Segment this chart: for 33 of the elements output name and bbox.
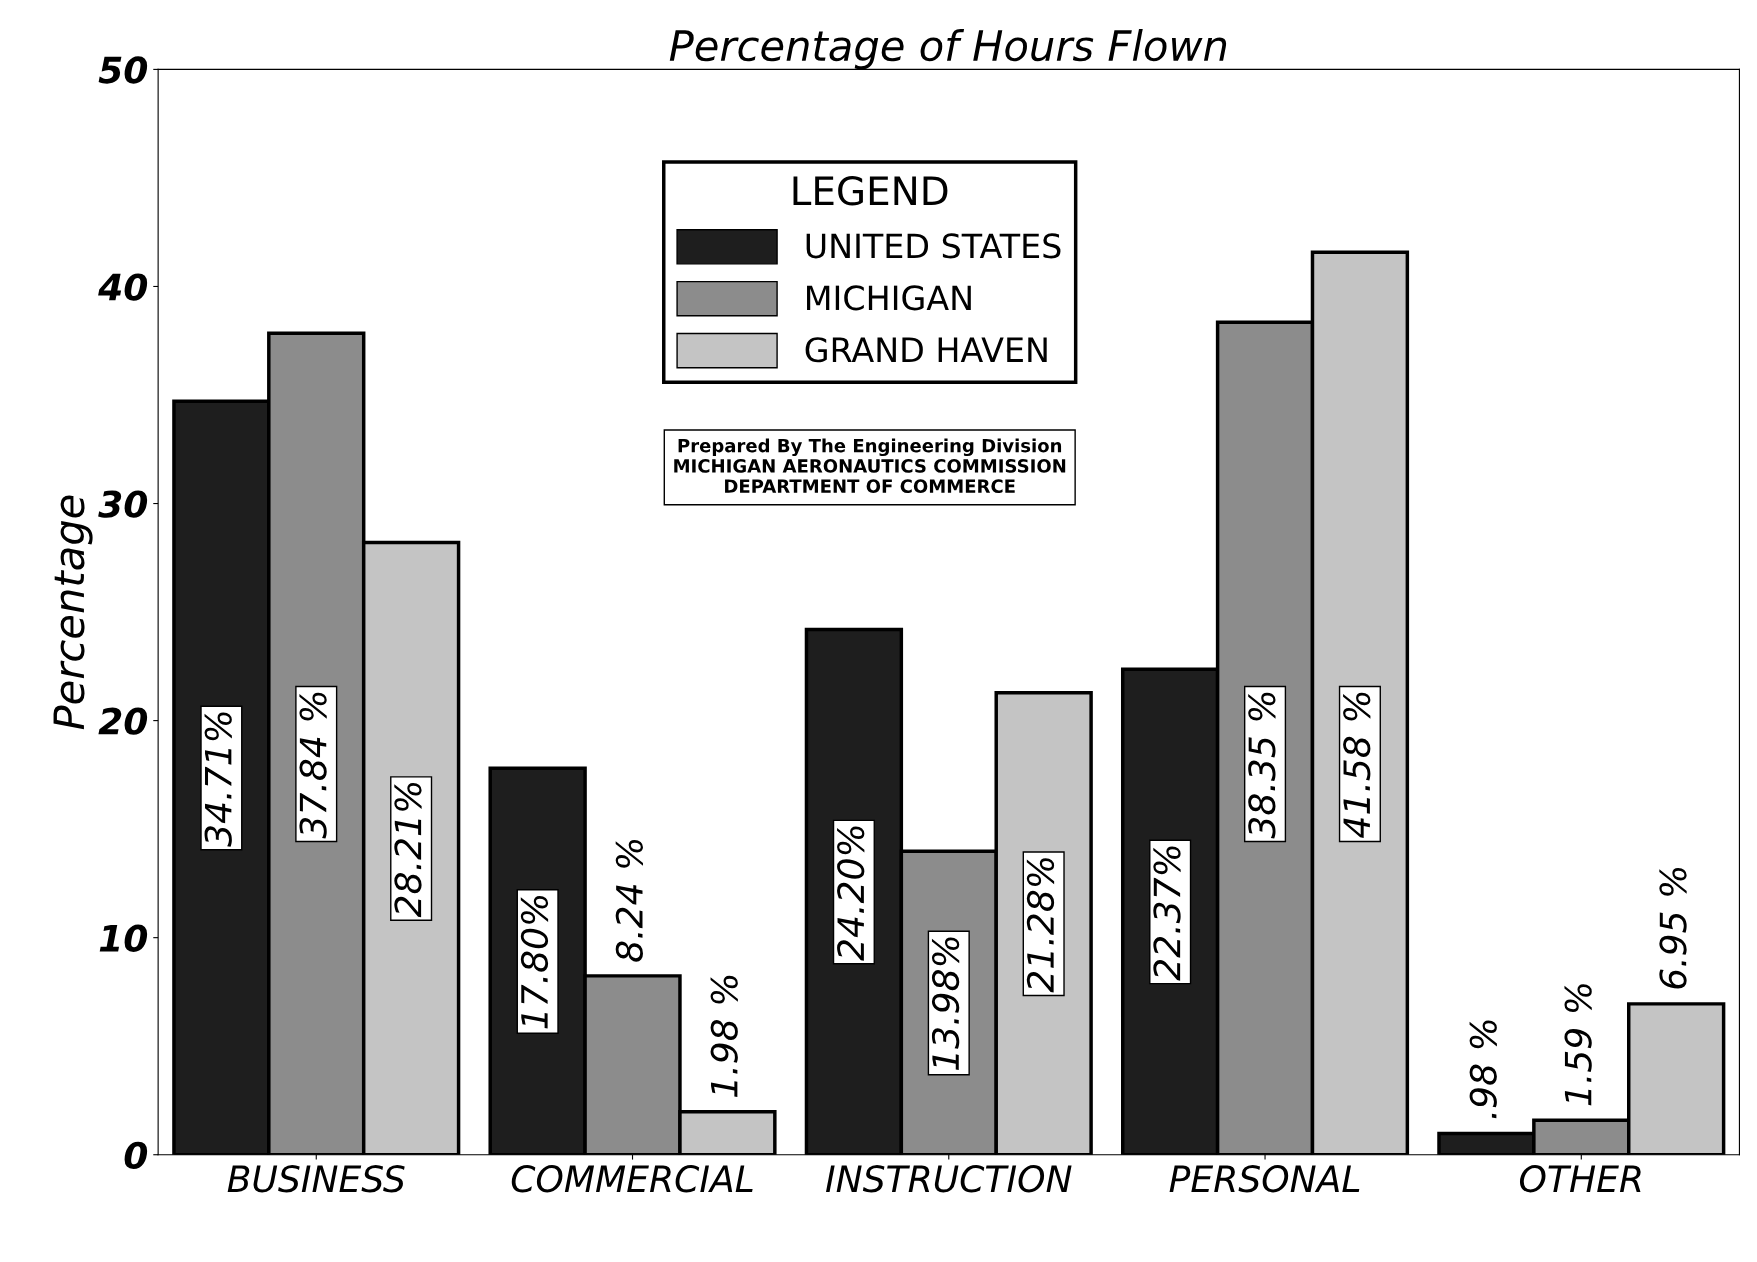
y-axis-title: Percentage — [53, 495, 93, 730]
chart-title: Percentage of Hours Flown — [669, 29, 1227, 70]
x-tick-label: BUSINESS — [227, 1165, 405, 1193]
data-label: 34.71% — [204, 712, 232, 847]
data-label: 8.24 % — [615, 839, 643, 962]
legend-title: LEGEND — [793, 176, 948, 206]
data-label: 41.58 % — [1343, 692, 1371, 838]
data-label: 17.80% — [520, 895, 549, 1029]
data-label: 1.59 % — [1564, 984, 1592, 1106]
data-label: 28.21% — [394, 783, 422, 918]
data-label: 24.20% — [837, 826, 865, 961]
x-tick-label: OTHER — [1519, 1165, 1641, 1193]
data-label: 38.35 % — [1248, 692, 1276, 839]
data-label: .98 % — [1469, 1020, 1497, 1119]
y-tick-label: 40 — [98, 273, 148, 301]
data-label: 22.37% — [1153, 846, 1181, 981]
data-label: 21.28% — [1026, 858, 1055, 993]
y-tick-label: 30 — [98, 490, 148, 518]
y-tick-label: 20 — [98, 707, 148, 735]
x-tick-label: COMMERCIAL — [511, 1165, 753, 1193]
y-tick-label: 0 — [124, 1141, 148, 1169]
legend-label: GRAND HAVEN — [805, 337, 1047, 363]
y-tick-label: 50 — [98, 56, 148, 84]
data-label: 37.84 % — [299, 692, 327, 839]
legend-label: UNITED STATES — [806, 233, 1061, 259]
annotation: Prepared By The Engineering Division MICHIGAN AERONAUTICS COMMISSION DEPARTMENT OF COMMERCE — [674, 438, 1066, 493]
legend-label: MICHIGAN — [807, 285, 971, 311]
data-label: 1.98 % — [710, 975, 738, 1097]
data-label: 6.95 % — [1659, 867, 1687, 989]
data-label: 13.98% — [931, 937, 960, 1071]
x-tick-label: PERSONAL — [1169, 1165, 1360, 1193]
x-tick-label: INSTRUCTION — [825, 1165, 1072, 1193]
y-tick-label: 10 — [99, 924, 148, 952]
